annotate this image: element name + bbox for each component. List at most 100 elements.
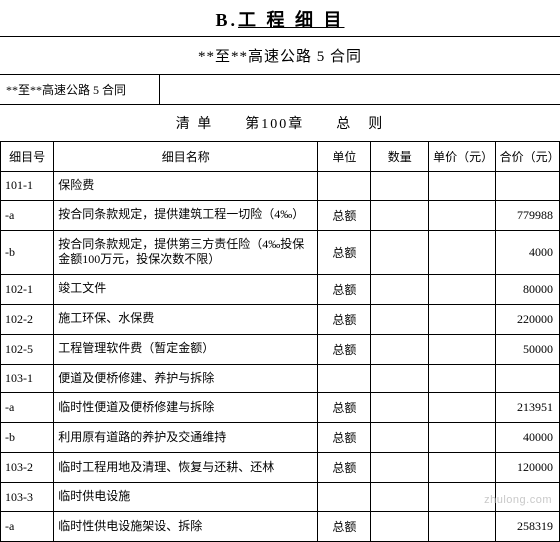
cell-unit: 总额 [318,274,371,304]
cell-total: 40000 [495,423,559,453]
cell-name: 工程管理软件费（暂定金额） [54,334,318,364]
cell-qty [371,511,429,541]
cell-price [429,453,496,483]
cell-total: 258319 [495,511,559,541]
cell-qty [371,483,429,512]
cell-code: -a [1,393,54,423]
cell-qty [371,364,429,393]
cell-unit [318,364,371,393]
th-code: 细目号 [1,142,54,172]
cell-price [429,511,496,541]
cell-price [429,230,496,274]
th-unit: 单位 [318,142,371,172]
cell-unit: 总额 [318,511,371,541]
cell-total: 220000 [495,304,559,334]
cell-qty [371,423,429,453]
cell-qty [371,304,429,334]
subtitle-text: **至**高速公路 5 合同 [198,49,362,65]
th-total: 合价（元） [495,142,559,172]
table-row: -a临时性供电设施架设、拆除总额 258319 [1,511,560,541]
chapter-text: 清 单 第100章 总 则 [176,117,385,132]
th-qty: 数量 [371,142,429,172]
cell-code: -a [1,200,54,230]
cell-name: 便道及便桥修建、养护与拆除 [54,364,318,393]
cell-code: 101-1 [1,172,54,201]
cell-name: 竣工文件 [54,274,318,304]
cell-unit: 总额 [318,304,371,334]
cell-price [429,200,496,230]
table-row: -b按合同条款规定，提供第三方责任险（4‰投保金额100万元，投保次数不限）总额… [1,230,560,274]
cell-qty [371,453,429,483]
cell-qty [371,230,429,274]
cell-name: 临时性便道及便桥修建与拆除 [54,393,318,423]
cell-name: 施工环保、水保费 [54,304,318,334]
cell-qty [371,393,429,423]
cell-price [429,172,496,201]
cell-total: 80000 [495,274,559,304]
cell-code: 102-5 [1,334,54,364]
cell-unit: 总额 [318,200,371,230]
page-title: B.工 程 细 目 [0,0,560,36]
cell-price [429,423,496,453]
cell-total [495,172,559,201]
title-main: 工 程 细 目 [238,10,345,30]
cell-total: 213951 [495,393,559,423]
cell-code: -b [1,230,54,274]
cell-code: 102-1 [1,274,54,304]
table-row: 103-3临时供电设施 [1,483,560,512]
table-row: -a临时性便道及便桥修建与拆除总额 213951 [1,393,560,423]
th-name: 细目名称 [54,142,318,172]
cell-unit: 总额 [318,393,371,423]
cell-price [429,304,496,334]
cell-qty [371,334,429,364]
cell-name: 临时工程用地及清理、恢复与还耕、还林 [54,453,318,483]
cell-qty [371,274,429,304]
title-prefix: B. [215,10,238,30]
cell-code: 103-1 [1,364,54,393]
cell-price [429,334,496,364]
cell-total: 120000 [495,453,559,483]
table-row: 102-2施工环保、水保费总额 220000 [1,304,560,334]
cell-code: -b [1,423,54,453]
cell-total: 4000 [495,230,559,274]
table-header-row: 细目号 细目名称 单位 数量 单价（元） 合价（元） [1,142,560,172]
cell-unit: 总额 [318,230,371,274]
cell-price [429,364,496,393]
table-row: 102-1竣工文件总额 80000 [1,274,560,304]
contract-label: **至**高速公路 5 合同 [0,75,160,104]
cell-price [429,274,496,304]
cell-total [495,364,559,393]
cell-name: 临时性供电设施架设、拆除 [54,511,318,541]
cell-unit [318,483,371,512]
cell-price [429,393,496,423]
th-price: 单价（元） [429,142,496,172]
contract-row: **至**高速公路 5 合同 [0,75,560,105]
table-row: 101-1保险费 [1,172,560,201]
cell-name: 利用原有道路的养护及交通维持 [54,423,318,453]
detail-table: 细目号 细目名称 单位 数量 单价（元） 合价（元） 101-1保险费-a按合同… [0,142,560,542]
cell-code: 103-3 [1,483,54,512]
table-row: -a按合同条款规定，提供建筑工程一切险（4‰）总额779988 [1,200,560,230]
table-row: 102-5工程管理软件费（暂定金额）总额 50000 [1,334,560,364]
chapter-row: 清 单 第100章 总 则 [0,105,560,142]
cell-unit: 总额 [318,453,371,483]
cell-code: 103-2 [1,453,54,483]
cell-code: -a [1,511,54,541]
table-body: 101-1保险费-a按合同条款规定，提供建筑工程一切险（4‰）总额779988-… [1,172,560,542]
cell-name: 保险费 [54,172,318,201]
cell-unit: 总额 [318,334,371,364]
table-row: 103-1便道及便桥修建、养护与拆除 [1,364,560,393]
cell-name: 按合同条款规定，提供第三方责任险（4‰投保金额100万元，投保次数不限） [54,230,318,274]
cell-name: 临时供电设施 [54,483,318,512]
cell-total: 779988 [495,200,559,230]
cell-unit [318,172,371,201]
cell-unit: 总额 [318,423,371,453]
table-row: 103-2临时工程用地及清理、恢复与还耕、还林总额 120000 [1,453,560,483]
cell-qty [371,200,429,230]
cell-total: 50000 [495,334,559,364]
cell-code: 102-2 [1,304,54,334]
table-row: -b利用原有道路的养护及交通维持总额 40000 [1,423,560,453]
cell-qty [371,172,429,201]
subtitle-row: **至**高速公路 5 合同 [0,36,560,75]
watermark: zhulong.com [484,494,552,506]
